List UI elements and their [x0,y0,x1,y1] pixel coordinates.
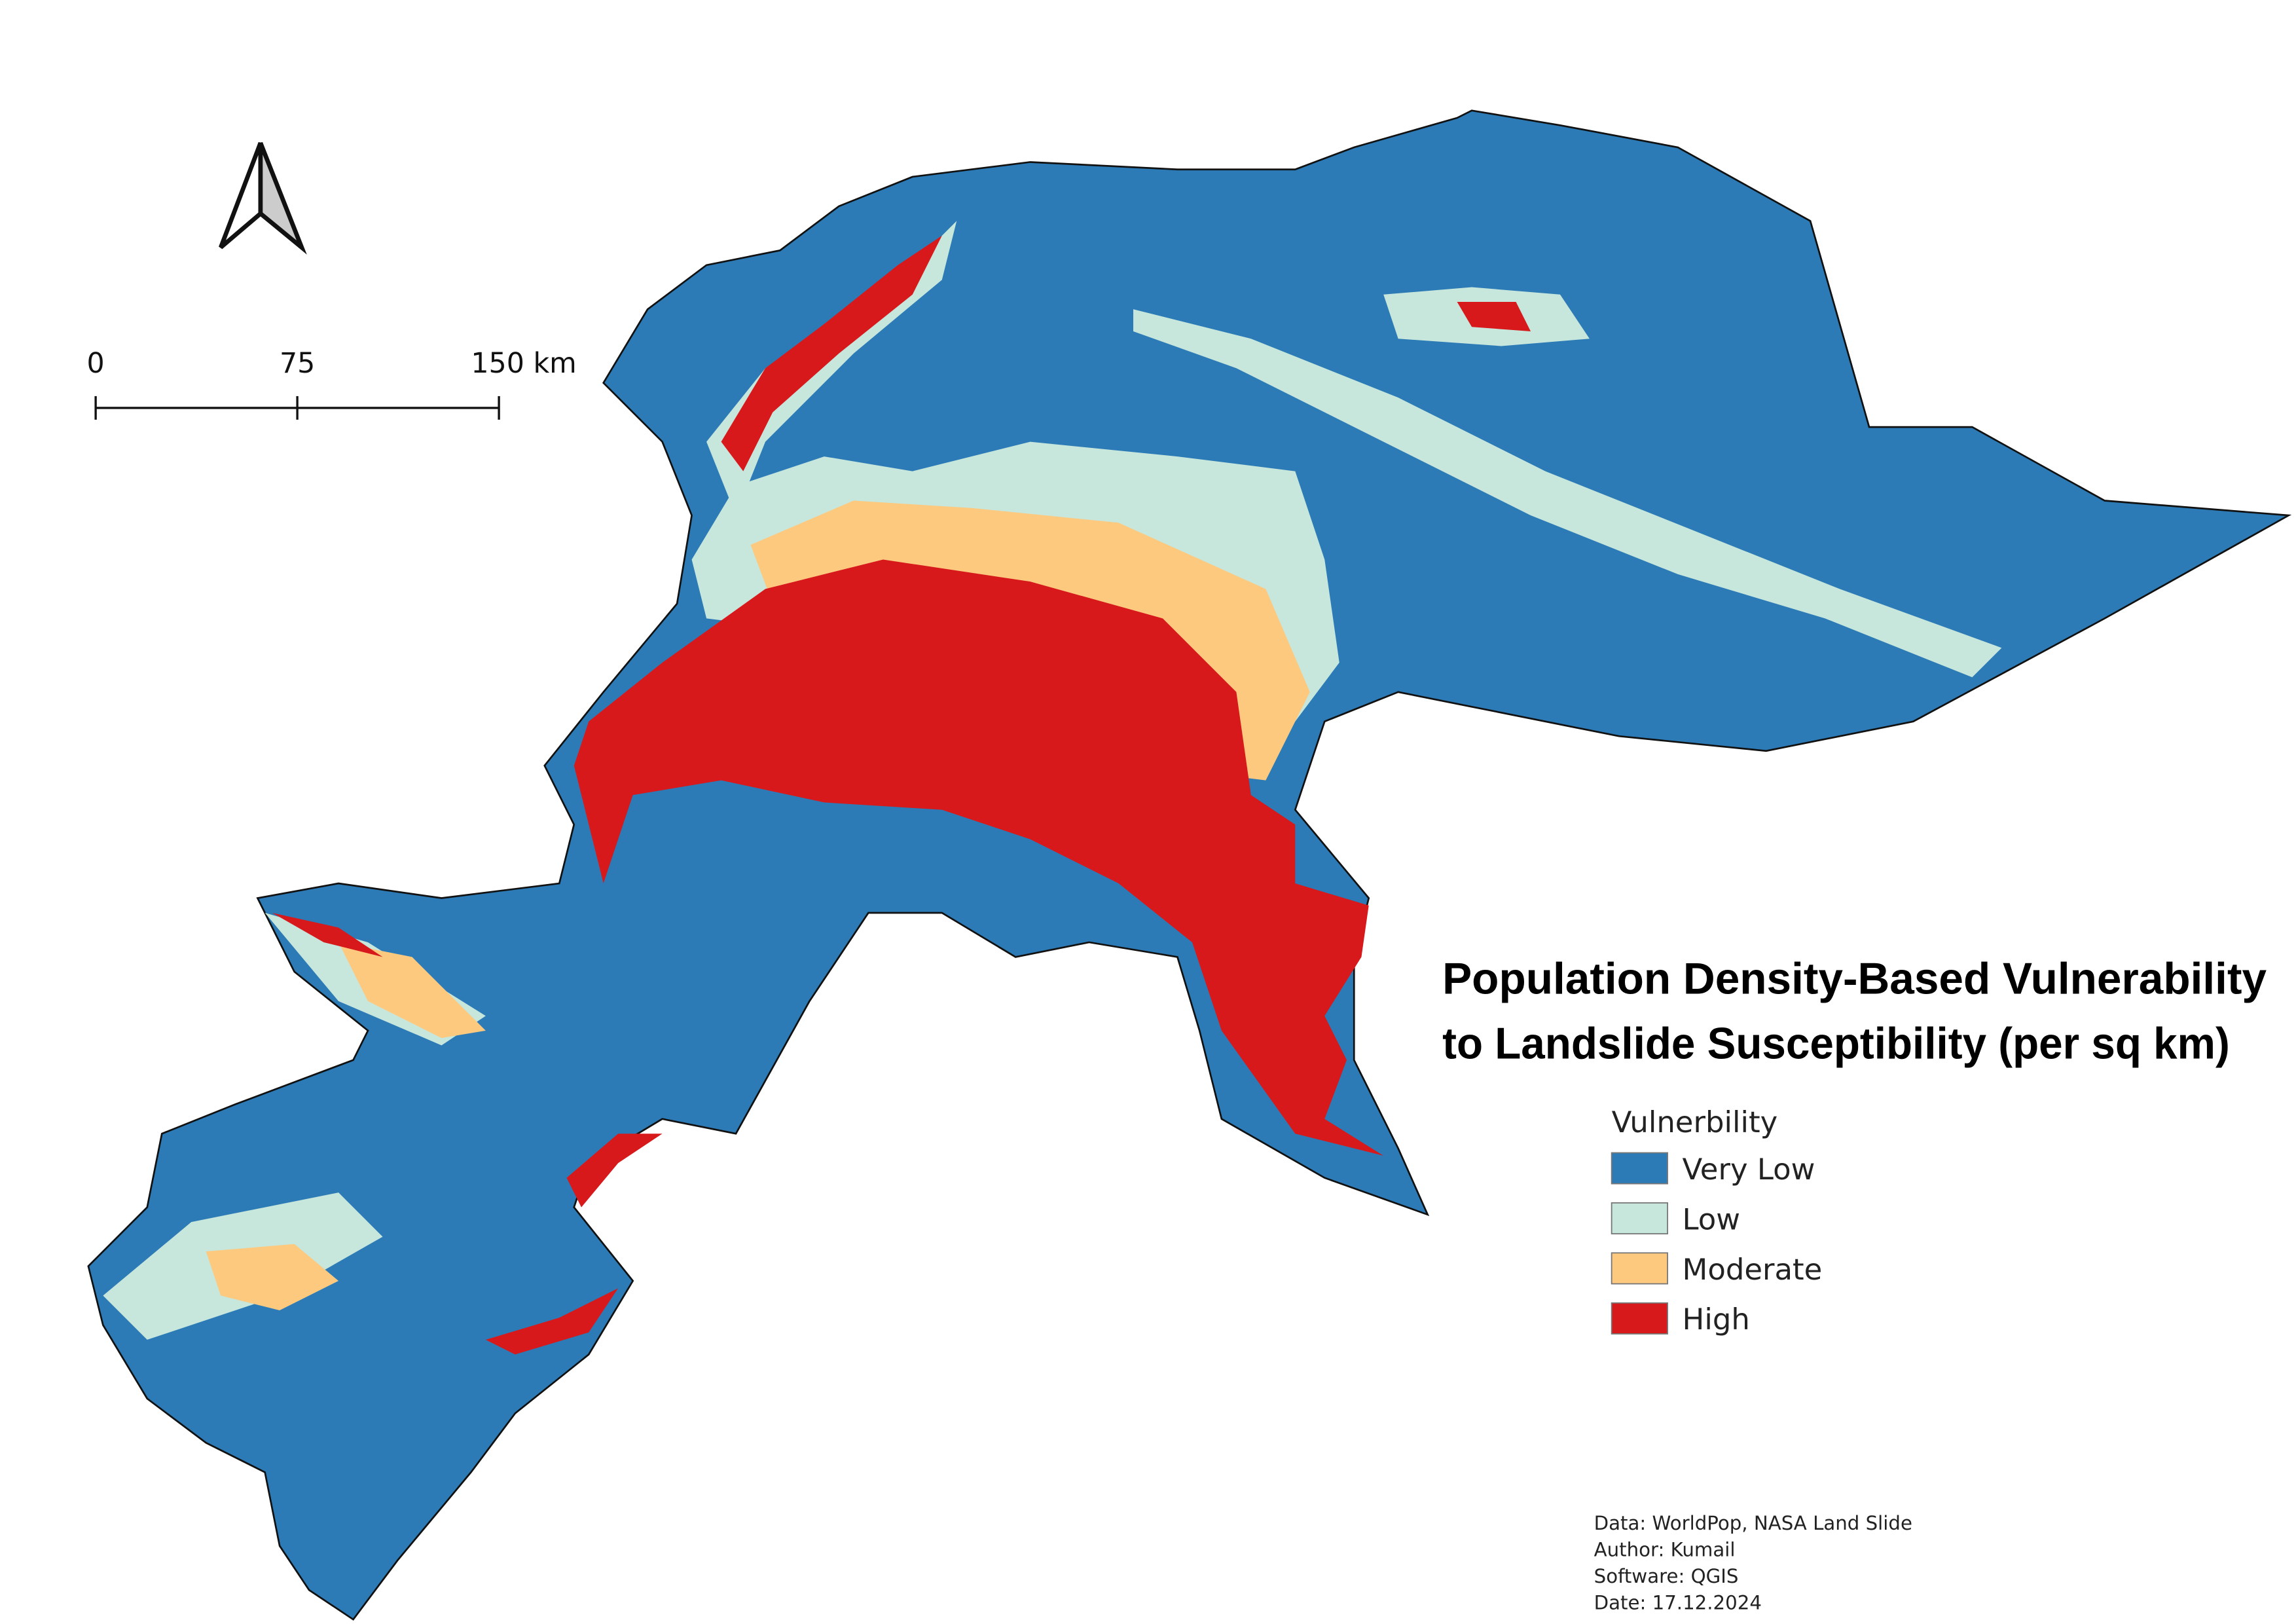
high-area [574,559,1384,1156]
scale-label: 0 [87,347,105,380]
legend-label: Very Low [1683,1152,1815,1187]
low-area [1133,309,2002,678]
high-area [272,912,383,957]
legend-swatch [1611,1152,1668,1185]
high-area [566,1134,663,1208]
legend-label: Low [1683,1202,1741,1236]
legend: Very Low Low Moderate High [1611,1152,1823,1337]
credit-line: Data: WorldPop, NASA Land Slide [1594,1512,1912,1534]
legend-swatch [1611,1302,1668,1335]
high-area [485,1288,619,1355]
legend-swatch [1611,1202,1668,1234]
legend-title: Vulnerbility [1612,1105,1778,1139]
credit-line: Software: QGIS [1594,1565,1739,1587]
scale-label: 150 km [471,347,576,380]
legend-label: High [1683,1302,1750,1337]
moderate-area [338,942,486,1039]
legend-label: Moderate [1683,1252,1823,1287]
high-area [721,235,942,471]
vulnerability-raster [87,109,2292,1621]
north-arrow-right [258,142,307,255]
credit-line: Date: 17.12.2024 [1594,1591,1762,1614]
map-title: Population Density-Based Vulnerability [1442,955,2267,1004]
high-area [1457,302,1531,332]
credit-line: Author: Kumail [1594,1538,1736,1560]
moderate-area [206,1244,339,1310]
north-arrow [219,142,307,255]
legend-swatch [1611,1252,1668,1285]
scale-label: 75 [280,347,315,380]
map-title: to Landslide Susceptibility (per sq km) [1442,1020,2230,1069]
scale-bar [94,396,500,420]
north-arrow-left [219,142,263,249]
